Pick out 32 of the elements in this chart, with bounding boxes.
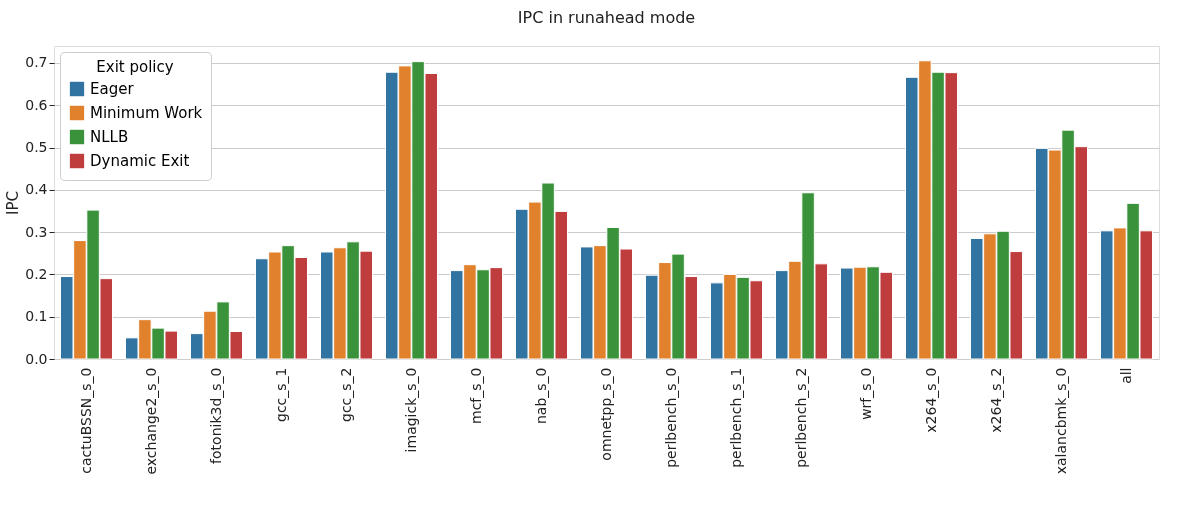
- x-tick-label: all: [1117, 367, 1134, 384]
- x-tick-label: nab_s_0: [532, 367, 549, 425]
- x-tick-label: x264_s_0: [922, 367, 939, 433]
- x-tick-label: exchange2_s_0: [142, 367, 159, 475]
- x-tick-label: gcc_s_1: [272, 367, 289, 422]
- x-tick-label: perlbench_s_0: [662, 367, 679, 468]
- x-tick-label: omnetpp_s_0: [597, 367, 614, 461]
- legend-title: Exit policy: [96, 58, 174, 76]
- legend-label: Minimum Work: [90, 104, 203, 122]
- y-tick-label: 0.7: [25, 54, 48, 71]
- y-axis-title: IPC: [4, 191, 23, 215]
- legend-label: Dynamic Exit: [90, 152, 190, 170]
- y-tick-label: 0.5: [25, 139, 48, 156]
- y-tick-label: 0.1: [25, 308, 48, 325]
- x-tick-label: fotonik3d_s_0: [207, 367, 224, 464]
- x-tick-label: perlbench_s_1: [727, 367, 744, 468]
- y-tick-label: 0.0: [25, 350, 48, 367]
- x-tick-label: imagick_s_0: [402, 367, 419, 453]
- y-tick-label: 0.4: [25, 181, 48, 198]
- x-tick-label: x264_s_2: [987, 367, 1004, 433]
- x-tick-label: cactuBSSN_s_0: [77, 367, 94, 474]
- x-tick-label: perlbench_s_2: [792, 367, 809, 468]
- legend-label: NLLB: [90, 128, 129, 146]
- legend-label: Eager: [90, 80, 135, 98]
- y-tick-label: 0.2: [25, 265, 48, 282]
- x-tick-label: wrf_s_0: [857, 367, 874, 420]
- x-tick-label: gcc_s_2: [337, 367, 354, 422]
- x-tick-label: mcf_s_0: [467, 367, 484, 424]
- x-tick-label: xalancbmk_s_0: [1052, 367, 1069, 475]
- y-tick-label: 0.3: [25, 223, 48, 240]
- y-tick-label: 0.6: [25, 96, 48, 113]
- chart-title: IPC in runahead mode: [517, 8, 696, 27]
